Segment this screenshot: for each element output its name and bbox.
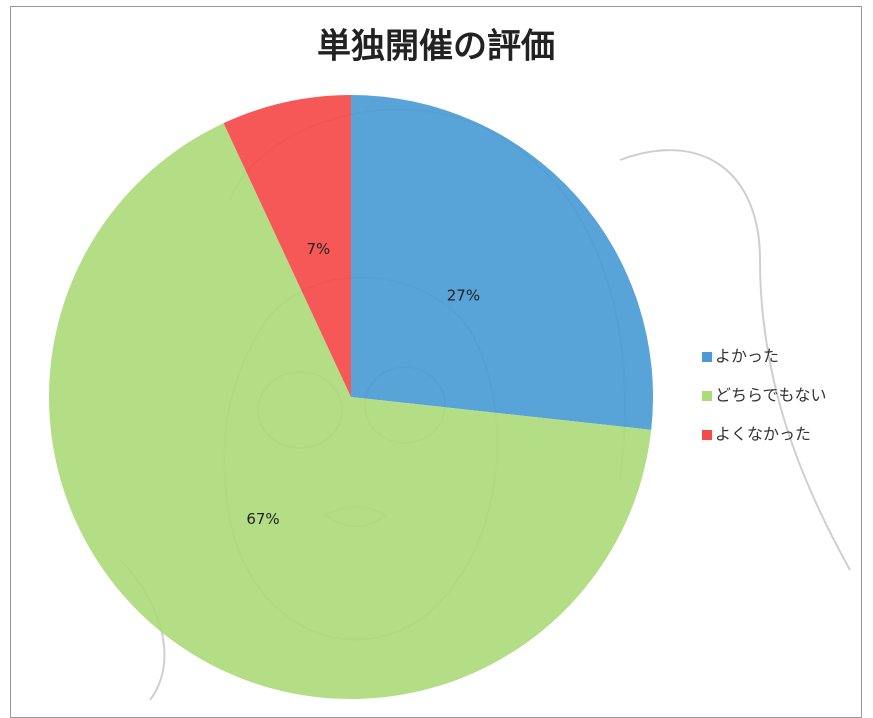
legend-label: よかった [715, 347, 779, 366]
data-label: 27% [447, 287, 480, 305]
chart-title: 単独開催の評価 [317, 27, 555, 67]
legend-swatch [702, 352, 712, 362]
pie-slice [351, 95, 653, 430]
legend-label: よくなかった [715, 425, 811, 444]
legend-swatch [702, 430, 712, 440]
legend-swatch [702, 391, 712, 401]
pie-slice [48, 123, 652, 699]
legend-label: どちらでもない [715, 386, 827, 405]
data-label: 67% [246, 510, 279, 528]
pie-slice [223, 95, 351, 397]
data-label: 7% [306, 240, 330, 258]
